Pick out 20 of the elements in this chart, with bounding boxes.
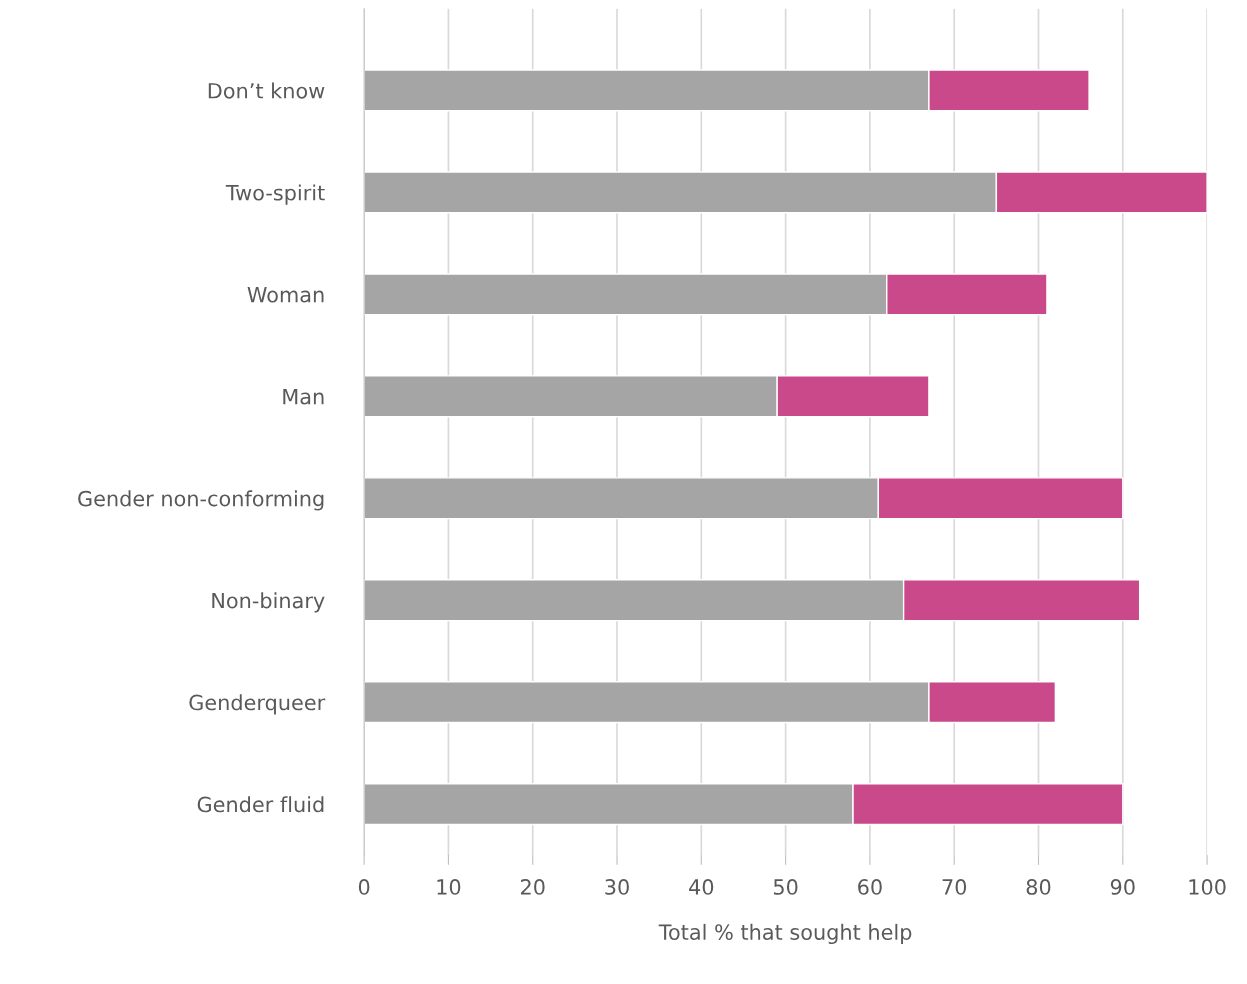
x-tick-label: 50: [773, 879, 798, 895]
y-tick-label: Man: [283, 389, 324, 405]
x-tick-label: 10: [437, 879, 461, 895]
y-tick-label: Genderqueer: [189, 694, 326, 715]
x-tick-label: 80: [1026, 879, 1051, 895]
x-tick-label: 0: [358, 879, 370, 895]
y-tick-label: Gender fluid: [197, 796, 324, 813]
y-tick-label: Gender non-conforming: [78, 490, 324, 511]
x-tick-label: 70: [942, 879, 967, 895]
y-tick-label: Non-binary: [212, 592, 325, 613]
x-tick-label: 30: [605, 879, 629, 895]
x-axis-title: Total % that sought help: [658, 923, 912, 945]
y-tick-label: Don’t know: [208, 82, 325, 99]
x-tick-label: 60: [858, 879, 882, 895]
x-tick-label: 100: [1189, 879, 1226, 895]
x-tick-label: 40: [689, 879, 714, 895]
y-tick-label: Woman: [247, 287, 324, 303]
x-tick-label: 90: [1110, 879, 1135, 895]
y-tick-label: Two-spirit: [225, 184, 325, 205]
x-tick-label: 20: [520, 879, 545, 895]
